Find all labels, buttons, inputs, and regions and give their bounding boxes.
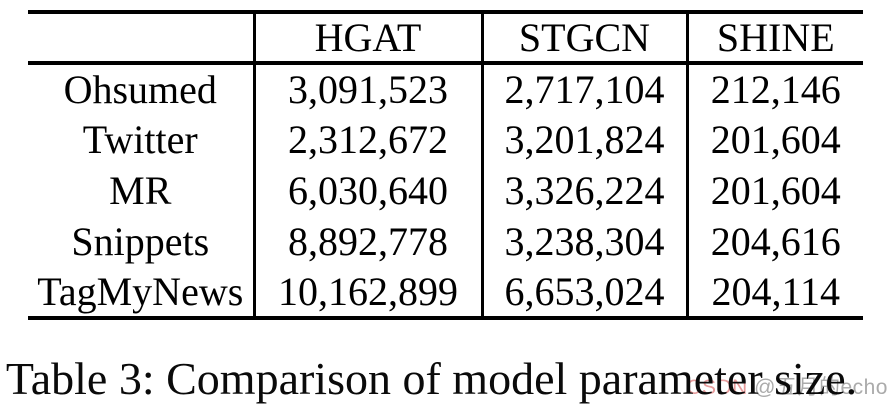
table-cell: 2,717,104 bbox=[480, 63, 687, 114]
row-label: MR bbox=[109, 168, 172, 213]
table-header-row: HGAT STGCN SHINE bbox=[28, 12, 863, 65]
csdn-watermark: CSDN @五月的echo bbox=[686, 371, 888, 401]
table-cell: 3,326,224 bbox=[480, 165, 687, 216]
table-cell: 6,030,640 bbox=[252, 165, 482, 216]
table-row: Ohsumed 3,091,523 2,717,104 212,146 bbox=[28, 63, 863, 114]
table-cell: 204,616 bbox=[685, 216, 863, 267]
table-cell: 204,114 bbox=[685, 267, 863, 318]
table-row: Snippets 8,892,778 3,238,304 204,616 bbox=[28, 216, 863, 267]
table-caption: Table 3: Comparison of model parameter s… bbox=[5, 353, 858, 404]
table-cell: 8,892,778 bbox=[252, 216, 482, 267]
table-cell: 212,146 bbox=[685, 63, 863, 114]
table-cell: 2,312,672 bbox=[252, 114, 482, 165]
table-cell: 201,604 bbox=[685, 165, 863, 216]
column-header-hgat: HGAT bbox=[252, 12, 482, 65]
table-cell: 3,091,523 bbox=[252, 63, 482, 114]
watermark-user-text: @五月的echo bbox=[747, 376, 888, 399]
table-cell: 3,238,304 bbox=[480, 216, 687, 267]
table-row: Twitter 2,312,672 3,201,824 201,604 bbox=[28, 114, 863, 165]
watermark-brand-text: CSDN bbox=[686, 376, 748, 399]
table-cell: 10,162,899 bbox=[252, 267, 482, 318]
column-header-stgcn: STGCN bbox=[480, 12, 687, 65]
row-label: Snippets bbox=[71, 219, 210, 264]
table-cell: 6,653,024 bbox=[480, 267, 687, 318]
model-parameter-table: HGAT STGCN SHINE Ohsumed 3,091,523 2,717… bbox=[28, 10, 863, 320]
table-row: MR 6,030,640 3,326,224 201,604 bbox=[28, 165, 863, 216]
column-header-empty bbox=[28, 12, 254, 65]
table-cell: 3,201,824 bbox=[480, 114, 687, 165]
column-header-shine: SHINE bbox=[685, 12, 863, 65]
row-label: TagMyNews bbox=[37, 269, 244, 314]
row-label: Ohsumed bbox=[63, 67, 217, 112]
table-row: TagMyNews 10,162,899 6,653,024 204,114 bbox=[28, 267, 863, 318]
table-cell: 201,604 bbox=[685, 114, 863, 165]
row-label: Twitter bbox=[82, 117, 198, 162]
